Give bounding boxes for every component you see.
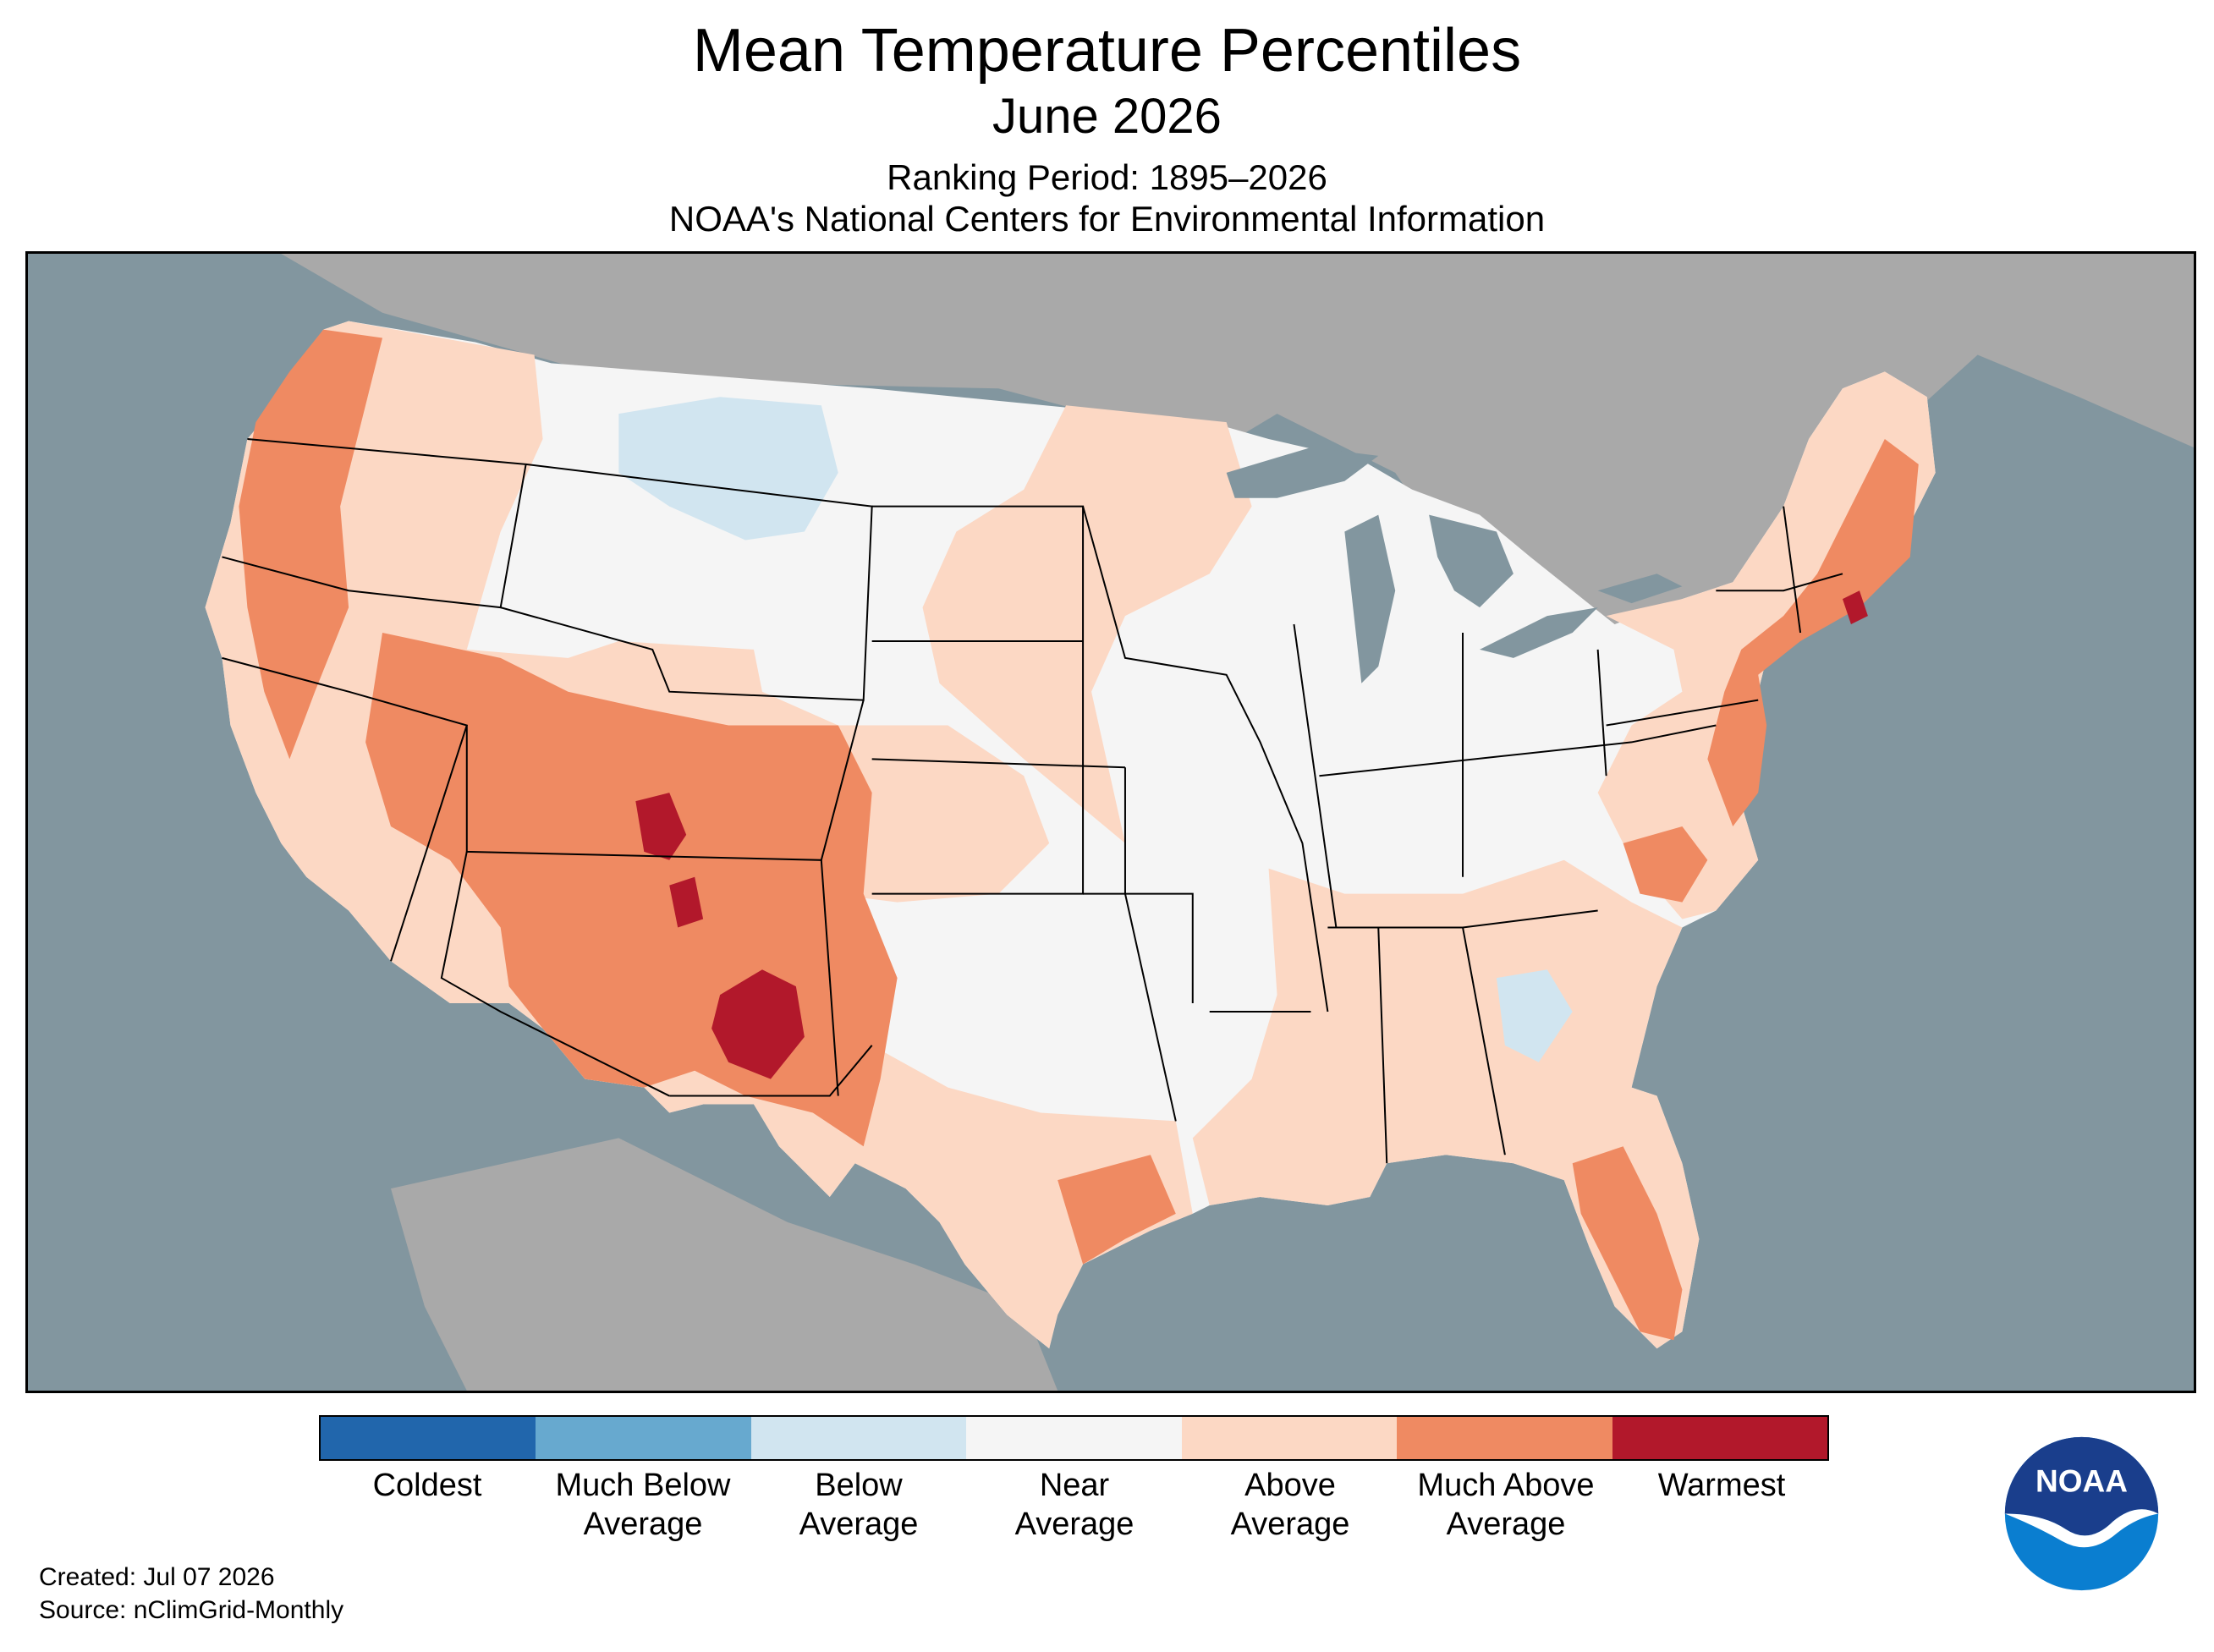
much-above-virginia bbox=[1623, 826, 1708, 903]
canada-land bbox=[28, 254, 2194, 650]
ranking-period: Ranking Period: 1895–2026 bbox=[887, 157, 1327, 197]
legend-swatch-coldest bbox=[321, 1417, 536, 1459]
warmest-new-mexico bbox=[711, 969, 805, 1079]
above-average-plains bbox=[922, 405, 1252, 843]
us-temperature-map bbox=[28, 254, 2194, 1391]
legend-swatch-below-average bbox=[750, 1417, 967, 1459]
lake-superior bbox=[1226, 447, 1379, 498]
organization-name: NOAA's National Centers for Environmenta… bbox=[668, 199, 1546, 239]
legend-label-above-average: Above Average bbox=[1230, 1468, 1350, 1542]
much-above-west-coast bbox=[239, 329, 383, 760]
below-average-montana bbox=[618, 397, 838, 541]
legend-colorbar bbox=[319, 1415, 1829, 1461]
legend-label-coldest: Coldest bbox=[372, 1468, 482, 1503]
legend-swatch-much-above-average bbox=[1397, 1417, 1612, 1459]
legend-label-below-average: Below Average bbox=[799, 1468, 919, 1542]
much-above-northeast bbox=[1707, 439, 1919, 826]
legend-swatch-warmest bbox=[1612, 1417, 1827, 1459]
map-subtitle: June 2026 bbox=[992, 89, 1222, 144]
lake-huron bbox=[1429, 514, 1514, 608]
warmest-rhode-island bbox=[1842, 590, 1868, 625]
much-above-texas-gulf bbox=[1058, 1155, 1176, 1265]
legend-swatch-near-average bbox=[966, 1417, 1182, 1459]
lake-michigan bbox=[1344, 514, 1396, 683]
warmest-utah-2 bbox=[669, 876, 704, 928]
data-source: Source: nClimGrid-Monthly bbox=[39, 1596, 344, 1624]
legend-label-much-below-average: Much Below Average bbox=[555, 1468, 731, 1542]
legend-label-near-average: Near Average bbox=[1014, 1468, 1134, 1542]
lake-erie bbox=[1479, 607, 1598, 658]
legend-swatch-above-average bbox=[1181, 1417, 1398, 1459]
noaa-logo-text: NOAA bbox=[2035, 1464, 2128, 1499]
created-date: Created: Jul 07 2026 bbox=[39, 1563, 275, 1591]
mexico-land bbox=[390, 1138, 1058, 1391]
map-title: Mean Temperature Percentiles bbox=[692, 17, 1522, 85]
below-average-southeast bbox=[1496, 969, 1573, 1062]
above-average-southeast bbox=[1192, 859, 1700, 1349]
lake-ontario bbox=[1597, 574, 1683, 604]
legend-swatch-much-below-average bbox=[536, 1417, 751, 1459]
legend-label-warmest: Warmest bbox=[1657, 1468, 1786, 1503]
noaa-logo: NOAA bbox=[2004, 1436, 2159, 1591]
state-borders bbox=[222, 438, 1843, 1164]
map-panel bbox=[25, 251, 2196, 1393]
legend-label-much-above-average: Much Above Average bbox=[1417, 1468, 1595, 1542]
warmest-utah bbox=[635, 793, 687, 860]
much-above-florida bbox=[1572, 1146, 1683, 1341]
